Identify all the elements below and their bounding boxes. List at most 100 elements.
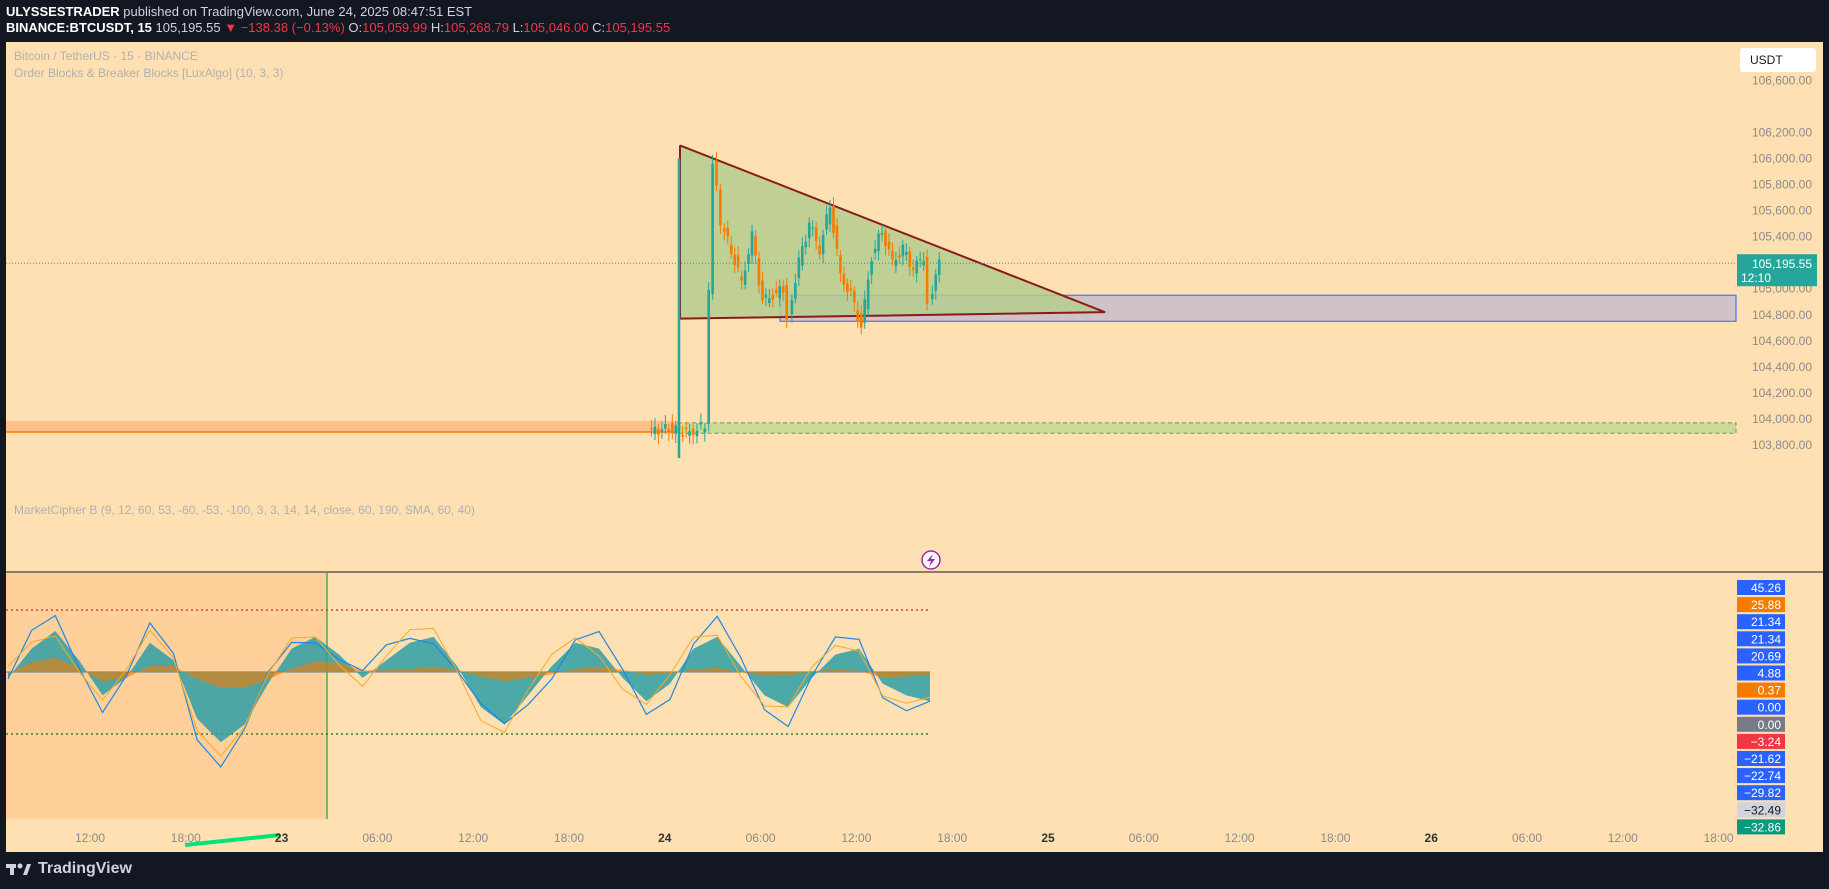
candle-body xyxy=(778,286,782,299)
candle-body xyxy=(743,270,747,285)
time-tick-label: 18:00 xyxy=(171,831,201,845)
price-tick-label: 105,600.00 xyxy=(1752,204,1812,218)
candle-body xyxy=(768,298,771,304)
candle-body xyxy=(785,284,788,320)
candle-body xyxy=(901,244,905,257)
time-tick-label: 06:00 xyxy=(1129,831,1159,845)
price-tick-label: 106,600.00 xyxy=(1752,73,1812,87)
time-tick-label: 06:00 xyxy=(362,831,392,845)
candle-body xyxy=(801,246,804,266)
price-tick-label: 104,200.00 xyxy=(1752,386,1812,400)
candle-body xyxy=(699,422,703,425)
publisher[interactable]: ULYSSESTRADER xyxy=(6,4,120,19)
candle-body xyxy=(750,231,754,256)
symbol: BINANCE:BTCUSDT, 15 xyxy=(6,20,152,35)
candle-body xyxy=(887,241,891,250)
candle-body xyxy=(715,160,718,186)
candle-body xyxy=(747,253,750,264)
candle-body xyxy=(695,430,699,437)
oscillator-pane[interactable] xyxy=(6,573,931,847)
legend-title: Bitcoin / TetherUS · 15 · BINANCE xyxy=(14,49,198,63)
price-tick-label: 104,800.00 xyxy=(1752,308,1812,322)
osc-value-tag xyxy=(1737,751,1785,766)
osc-value-label: −29.82 xyxy=(1744,786,1781,800)
old-order-block xyxy=(6,420,678,432)
candle-body xyxy=(922,261,925,266)
low-value: 105,046.00 xyxy=(523,20,589,35)
time-tick-label: 18:00 xyxy=(1320,831,1350,845)
price-tick-label: 103,800.00 xyxy=(1752,438,1812,452)
candle-body xyxy=(859,313,863,328)
osc-value-tag xyxy=(1737,802,1785,818)
candle-body xyxy=(839,255,842,274)
candle-body xyxy=(688,431,691,436)
price-pane[interactable] xyxy=(6,144,1737,570)
candle-body xyxy=(880,233,884,235)
time-tick-label: 18:00 xyxy=(554,831,584,845)
high-label: H: xyxy=(430,20,444,35)
candle-body xyxy=(790,300,794,315)
osc-value-label: 0.00 xyxy=(1758,718,1782,732)
osc-value-tag xyxy=(1737,768,1785,784)
candle-body xyxy=(671,422,674,434)
time-tick-label: 26 xyxy=(1425,831,1439,845)
candle-body xyxy=(797,257,801,279)
osc-value-tag xyxy=(1737,580,1785,595)
time-tick-label: 24 xyxy=(658,831,672,845)
candle-body xyxy=(740,276,743,281)
osc-value-label: 0.37 xyxy=(1758,684,1782,698)
time-tick-label: 06:00 xyxy=(1512,831,1542,845)
candle-body xyxy=(937,259,941,275)
price-tick-label: 104,600.00 xyxy=(1752,334,1812,348)
candle-body xyxy=(873,248,877,253)
axes: 106,600.00 106,200.00 106,000.00 105,800.00… xyxy=(6,73,1823,845)
candle-body xyxy=(667,428,671,433)
high-value: 105,268.79 xyxy=(443,20,509,35)
candle-body xyxy=(650,428,653,430)
osc-value-label: 0.00 xyxy=(1758,701,1782,715)
osc-value-tag xyxy=(1737,682,1785,698)
candle-body xyxy=(918,259,922,261)
candle-body xyxy=(794,282,797,299)
candle-body xyxy=(653,426,657,435)
time-tick-label: 18:00 xyxy=(937,831,967,845)
candle-body xyxy=(674,425,678,434)
osc-value-label: −22.74 xyxy=(1744,769,1781,783)
price-tick-label: 105,400.00 xyxy=(1752,230,1812,244)
candle-body xyxy=(775,290,778,293)
time-tick-label: 12:00 xyxy=(841,831,871,845)
osc-value-tag xyxy=(1737,716,1785,732)
osc-value-label: 4.88 xyxy=(1758,667,1782,681)
candle-body xyxy=(853,290,856,303)
price-tick-label: 106,000.00 xyxy=(1752,151,1812,165)
candle-body xyxy=(915,260,918,274)
footer-brand[interactable]: TradingView xyxy=(6,860,132,878)
osc-value-tag xyxy=(1737,648,1785,664)
candle-body xyxy=(818,245,821,255)
bullish-divergence-line xyxy=(184,833,281,847)
header-bar: ULYSSESTRADER published on TradingView.c… xyxy=(0,0,1829,42)
candle-body xyxy=(905,251,908,255)
time-tick-label: 25 xyxy=(1041,831,1055,845)
osc-value-tag xyxy=(1737,597,1785,613)
candle-body xyxy=(729,244,733,255)
last-price-tag xyxy=(1737,254,1817,287)
osc-value-label: 21.34 xyxy=(1751,615,1781,629)
close-value: 105,195.55 xyxy=(605,20,671,35)
candle-body xyxy=(681,435,684,437)
candle-body xyxy=(711,163,714,295)
candle-body xyxy=(764,294,768,298)
currency-button[interactable]: USDT xyxy=(1740,48,1816,72)
candle-body xyxy=(925,257,929,304)
candle-body xyxy=(703,428,707,433)
candle-body xyxy=(842,273,846,285)
time-tick-label: 12:00 xyxy=(1608,831,1638,845)
time-tick-label: 12:00 xyxy=(75,831,105,845)
candle-body xyxy=(825,214,828,230)
chart-canvas[interactable]: 106,600.00 106,200.00 106,000.00 105,800.00… xyxy=(0,42,1829,854)
candle-body xyxy=(832,205,835,234)
candle-body xyxy=(891,250,894,260)
candle-body xyxy=(781,285,785,293)
candle-body xyxy=(660,429,664,432)
osc-value-tag xyxy=(1737,631,1785,647)
